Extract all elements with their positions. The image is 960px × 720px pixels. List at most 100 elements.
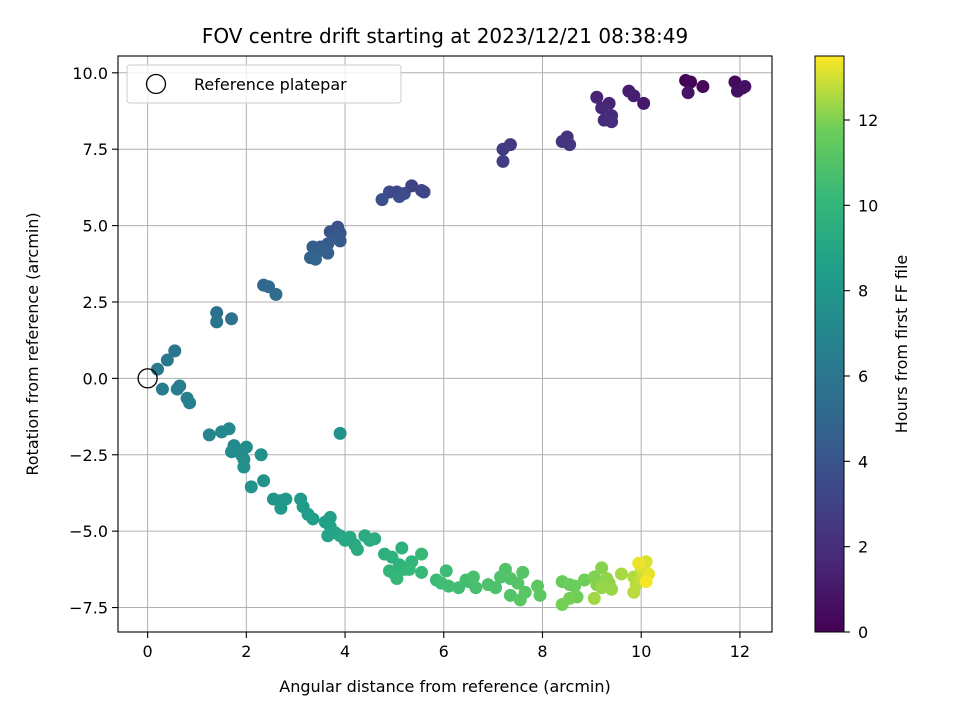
data-point	[590, 90, 604, 104]
scatter-points	[150, 73, 752, 611]
x-tick-label: 2	[241, 642, 251, 661]
data-point	[321, 246, 335, 260]
legend: Reference platepar	[126, 64, 402, 104]
data-point	[696, 80, 710, 94]
data-point	[402, 562, 416, 576]
x-tick-label: 8	[537, 642, 547, 661]
data-point	[684, 75, 698, 89]
data-point	[395, 541, 409, 555]
data-point	[511, 576, 525, 590]
data-point	[150, 362, 164, 376]
colorbar-gradient	[814, 55, 845, 633]
data-point	[469, 581, 483, 595]
data-point	[637, 96, 651, 110]
data-point	[390, 572, 404, 586]
data-point	[738, 80, 752, 94]
legend-box	[126, 64, 402, 104]
y-axis-label: Rotation from reference (arcmin)	[23, 212, 42, 475]
grid-lines	[118, 56, 772, 632]
data-point	[563, 138, 577, 152]
data-point	[605, 115, 619, 129]
data-point	[516, 565, 530, 579]
y-tick-label: 5.0	[83, 217, 108, 236]
data-point	[415, 565, 429, 579]
data-point	[225, 445, 239, 459]
data-point	[632, 556, 646, 570]
data-point	[202, 428, 216, 442]
data-point	[375, 193, 389, 207]
x-tick-label: 10	[631, 642, 651, 661]
data-point	[627, 89, 641, 103]
data-point	[639, 575, 653, 589]
x-tick-label: 6	[439, 642, 449, 661]
data-point	[442, 579, 456, 593]
chart-title: FOV centre drift starting at 2023/12/21 …	[202, 24, 688, 48]
data-point	[568, 579, 582, 593]
data-point	[417, 185, 431, 199]
data-point	[513, 593, 527, 607]
data-point	[595, 561, 609, 575]
data-point	[577, 573, 591, 587]
data-point	[170, 382, 184, 396]
data-point	[496, 154, 510, 168]
data-point	[155, 382, 169, 396]
colorbar-tick-label: 0	[858, 623, 868, 642]
data-point	[563, 591, 577, 605]
colorbar-ticks: 0 2 4 6 8 10 12	[844, 111, 878, 642]
data-point	[350, 542, 364, 556]
data-point	[308, 252, 322, 266]
data-point	[587, 591, 601, 605]
data-point	[183, 396, 197, 410]
data-point	[605, 582, 619, 596]
legend-entry: Reference platepar	[194, 75, 347, 94]
plot-frame	[117, 55, 773, 633]
data-point	[595, 101, 609, 115]
data-point	[160, 353, 174, 367]
y-tick-label: 0.0	[83, 369, 108, 388]
data-point	[614, 567, 628, 581]
data-point	[244, 480, 258, 494]
data-point	[627, 585, 641, 599]
x-axis-label: Angular distance from reference (arcmin)	[279, 677, 610, 696]
data-point	[333, 426, 347, 440]
data-point	[225, 312, 239, 326]
data-point	[210, 306, 224, 320]
colorbar-tick-label: 12	[858, 111, 878, 130]
y-tick-label: −5.0	[69, 522, 108, 541]
data-point	[415, 547, 429, 561]
data-point	[392, 190, 406, 204]
colorbar-tick-label: 2	[858, 538, 868, 557]
data-point	[439, 564, 453, 578]
colorbar-label: Hours from first FF file	[892, 255, 911, 434]
data-point	[595, 581, 609, 595]
colorbar-tick-label: 8	[858, 282, 868, 301]
data-point	[210, 315, 224, 329]
y-tick-label: 2.5	[83, 293, 108, 312]
data-point	[254, 448, 268, 462]
data-point	[503, 588, 517, 602]
colorbar-tick-label: 6	[858, 367, 868, 386]
y-tick-label: 7.5	[83, 140, 108, 159]
colorbar-tick-label: 10	[858, 196, 878, 215]
y-tick-label: −2.5	[69, 446, 108, 465]
data-point	[466, 570, 480, 584]
data-point	[681, 86, 695, 100]
data-point	[237, 460, 251, 474]
legend-marker	[145, 73, 167, 95]
y-tick-label: 10.0	[72, 64, 108, 83]
colorbar: 0 2 4 6 8 10 12 Hours from first FF file	[814, 55, 911, 642]
y-axis-ticks: −7.5 −5.0 −2.5 0.0 2.5 5.0 7.5 10.0	[69, 64, 118, 618]
data-point	[368, 532, 382, 546]
colorbar-tick-label: 4	[858, 452, 868, 471]
x-tick-label: 0	[143, 642, 153, 661]
data-point	[323, 510, 337, 524]
data-point	[239, 440, 253, 454]
data-point	[306, 512, 320, 526]
x-tick-label: 12	[730, 642, 750, 661]
data-point	[533, 588, 547, 602]
reference-point	[137, 368, 158, 389]
data-point	[257, 474, 271, 488]
data-point	[333, 234, 347, 248]
data-point	[496, 142, 510, 156]
